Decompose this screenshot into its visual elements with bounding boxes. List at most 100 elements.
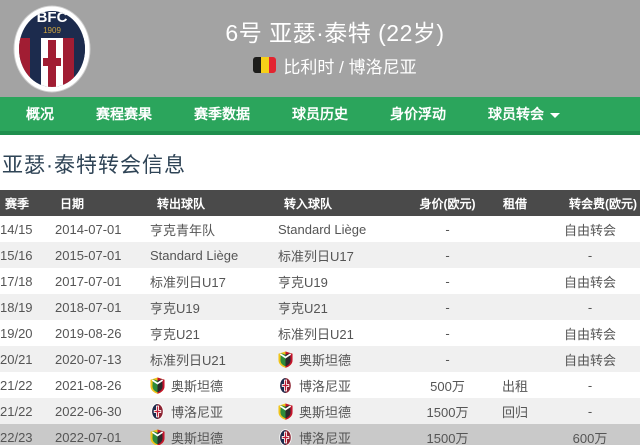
nav-tab-market-value[interactable]: 身价浮动 <box>390 106 446 122</box>
season-cell: 21/22 <box>0 377 33 393</box>
fee-cell: 自由转会 <box>563 352 616 368</box>
team-name: 亨克U19 <box>150 300 200 316</box>
market-value-cell: 1500万 <box>426 430 469 445</box>
bologna-badge-icon <box>278 377 293 394</box>
team-name: 标准列日U21 <box>150 352 226 368</box>
season-cell: 17/18 <box>0 273 33 289</box>
bologna-badge-icon <box>150 403 165 420</box>
from-team-cell: 亨克U21 <box>150 320 278 346</box>
date-cell: 2015-07-01 <box>55 247 122 263</box>
loan-cell <box>490 320 540 346</box>
team-name: 标准列日U17 <box>278 248 354 264</box>
belgium-flag-icon <box>253 57 277 74</box>
transfer-table-row: 22/23 2022-07-01 奥斯坦德 博洛尼亚 1500万 600万 <box>0 424 640 445</box>
team-name: 标准列日U17 <box>150 274 226 290</box>
season-cell: 18/19 <box>0 299 33 315</box>
transfer-table: 赛季 日期 转出球队 转入球队 身价(欧元) 租借 转会费(欧元) 14/15 … <box>0 190 640 445</box>
column-header-fee: 转会费(欧元) <box>540 190 640 216</box>
column-header-market-value: 身价(欧元) <box>405 190 490 216</box>
date-cell: 2017-07-01 <box>55 273 122 289</box>
date-cell: 2022-06-30 <box>55 403 122 419</box>
team-name: 亨克青年队 <box>150 222 216 238</box>
from-team-cell: 标准列日U17 <box>150 268 278 294</box>
column-header-from-team: 转出球队 <box>150 190 278 216</box>
transfer-table-header-row: 赛季 日期 转出球队 转入球队 身价(欧元) 租借 转会费(欧元) <box>0 190 640 216</box>
loan-cell <box>490 216 540 242</box>
fee-cell: - <box>587 247 593 263</box>
loan-cell: 出租 <box>501 378 528 394</box>
column-header-date: 日期 <box>55 190 150 216</box>
loan-cell <box>490 268 540 294</box>
transfer-table-row: 20/21 2020-07-13 标准列日U21 奥斯坦德 - 自由转会 <box>0 346 640 372</box>
bologna-club-crest-logo: BFC 1909 <box>13 5 91 93</box>
fee-cell: 自由转会 <box>563 326 616 342</box>
season-cell: 14/15 <box>0 221 33 237</box>
market-value-cell: - <box>445 247 450 263</box>
oostende-badge-icon <box>278 351 293 368</box>
fee-cell: - <box>587 403 593 419</box>
date-cell: 2020-07-13 <box>55 351 122 367</box>
column-header-to-team: 转入球队 <box>278 190 405 216</box>
market-value-cell: - <box>445 221 450 237</box>
team-name: 奥斯坦德 <box>299 352 352 368</box>
date-cell: 2019-08-26 <box>55 325 122 341</box>
transfer-table-row: 14/15 2014-07-01 亨克青年队 Standard Liège - … <box>0 216 640 242</box>
date-cell: 2022-07-01 <box>55 429 122 445</box>
market-value-cell: - <box>445 299 450 315</box>
market-value-cell: - <box>445 351 450 367</box>
season-cell: 19/20 <box>0 325 33 341</box>
team-name: 亨克U19 <box>278 274 328 290</box>
transfer-table-body: 14/15 2014-07-01 亨克青年队 Standard Liège - … <box>0 216 640 445</box>
from-team-cell: 奥斯坦德 <box>150 424 278 445</box>
player-header-text: 6号 亚瑟·泰特 (22岁) 比利时 / 博洛尼亚 <box>0 0 640 97</box>
to-team-cell: 博洛尼亚 <box>278 424 405 445</box>
team-name: 博洛尼亚 <box>171 404 224 420</box>
fee-cell: 自由转会 <box>563 274 616 290</box>
team-name: Standard Liège <box>150 247 239 263</box>
fee-cell: 600万 <box>572 430 608 445</box>
fee-cell: - <box>587 299 593 315</box>
to-team-cell: 标准列日U17 <box>278 242 405 268</box>
nav-tab-overview[interactable]: 概况 <box>26 106 54 122</box>
from-team-cell: Standard Liège <box>150 242 278 268</box>
fee-cell: 自由转会 <box>563 222 616 238</box>
from-team-cell: 博洛尼亚 <box>150 398 278 424</box>
from-team-cell: 标准列日U21 <box>150 346 278 372</box>
transfer-table-row: 18/19 2018-07-01 亨克U19 亨克U21 - - <box>0 294 640 320</box>
nationality-club-label: 比利时 / 博洛尼亚 <box>283 57 417 77</box>
team-name: 亨克U21 <box>150 326 200 342</box>
transfer-table-row: 15/16 2015-07-01 Standard Liège 标准列日U17 … <box>0 242 640 268</box>
nav-tab-player-transfers[interactable]: 球员转会 <box>474 97 574 131</box>
nav-tab-player-history[interactable]: 球员历史 <box>292 106 348 122</box>
player-header: BFC 1909 6号 亚瑟·泰特 (22岁) 比利时 / 博洛尼亚 <box>0 0 640 97</box>
season-cell: 21/22 <box>0 403 33 419</box>
bologna-badge-icon <box>278 429 293 445</box>
loan-cell: 回归 <box>501 404 528 420</box>
to-team-cell: Standard Liège <box>278 216 405 242</box>
nav-tab-fixtures-results[interactable]: 赛程赛果 <box>96 106 152 122</box>
date-cell: 2018-07-01 <box>55 299 122 315</box>
player-nav-bar: 概况 赛程赛果 赛季数据 球员历史 身价浮动 球员转会 <box>0 97 640 135</box>
nav-tab-season-stats[interactable]: 赛季数据 <box>194 106 250 122</box>
from-team-cell: 亨克青年队 <box>150 216 278 242</box>
oostende-badge-icon <box>150 377 165 394</box>
market-value-cell: - <box>445 273 450 289</box>
column-header-season: 赛季 <box>0 190 55 216</box>
season-cell: 22/23 <box>0 429 33 445</box>
transfer-table-row: 21/22 2021-08-26 奥斯坦德 博洛尼亚 500万 出租 - <box>0 372 640 398</box>
team-name: 奥斯坦德 <box>299 404 352 420</box>
loan-cell <box>490 242 540 268</box>
team-name: 奥斯坦德 <box>171 430 224 445</box>
market-value-cell: 1500万 <box>426 404 469 420</box>
svg-text:BFC: BFC <box>37 9 68 26</box>
to-team-cell: 奥斯坦德 <box>278 398 405 424</box>
from-team-cell: 亨克U19 <box>150 294 278 320</box>
loan-cell <box>490 424 540 445</box>
transfer-section-title: 亚瑟·泰特转会信息 <box>2 154 186 177</box>
date-cell: 2021-08-26 <box>55 377 122 393</box>
loan-cell <box>490 294 540 320</box>
market-value-cell: - <box>445 325 450 341</box>
market-value-cell: 500万 <box>430 378 465 394</box>
to-team-cell: 奥斯坦德 <box>278 346 405 372</box>
season-cell: 15/16 <box>0 247 33 263</box>
